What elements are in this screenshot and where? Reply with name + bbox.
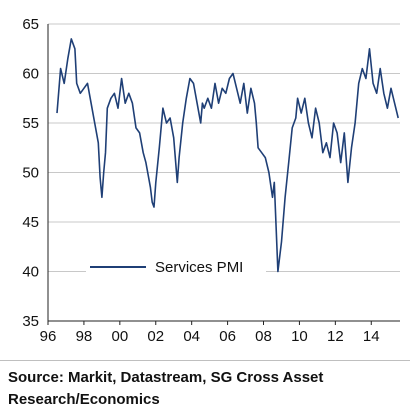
y-tick-label-60: 60 [22,66,39,83]
axes [47,24,400,322]
x-tick-label-2006: 06 [219,328,236,345]
x-tick-label-2002: 02 [147,328,164,345]
y-tick-label-45: 45 [22,214,39,231]
series-layer [56,38,399,273]
source-divider [0,360,410,361]
source-note: Source: Markit, Datastream, SG Cross Ass… [8,369,324,408]
y-tick-label-40: 40 [22,264,39,281]
services-pmi-chart: 35 40 45 50 55 60 65 96 98 00 02 04 06 08 10 12 14 Serv… [22,16,400,345]
x-tick-label-2000: 00 [111,328,128,345]
y-tick-label-50: 50 [22,165,39,182]
x-tick-label-2004: 04 [183,328,200,345]
x-tick-label-2014: 14 [363,328,380,345]
y-tick-label-65: 65 [22,16,39,33]
series-line-services-pmi [56,38,399,273]
x-tick-label-2008: 08 [255,328,272,345]
x-tick-label-1998: 98 [76,328,93,345]
gridlines [48,23,400,272]
legend-label-services-pmi: Services PMI [155,259,243,276]
y-tick-label-35: 35 [22,313,39,330]
x-tick-label-1996: 96 [40,328,57,345]
legend: Services PMI [86,255,266,277]
x-axis-tick-labels: 96 98 00 02 04 06 08 10 12 14 [40,321,380,345]
y-tick-label-55: 55 [22,115,39,132]
y-axis-tick-labels: 35 40 45 50 55 60 65 [22,16,39,330]
legend-background [86,255,266,277]
x-tick-label-2012: 12 [327,328,344,345]
x-tick-label-2010: 10 [291,328,308,345]
